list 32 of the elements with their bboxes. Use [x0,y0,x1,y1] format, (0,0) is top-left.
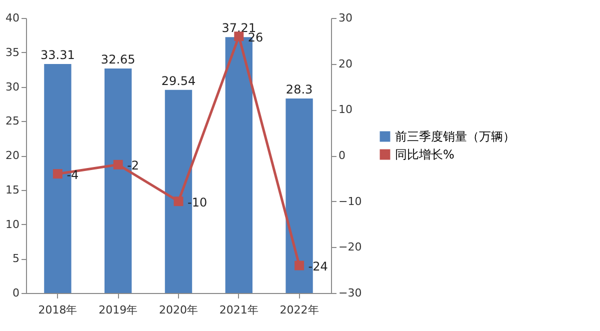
legend-label: 同比增长% [395,148,454,162]
data-label: 29.54 [161,74,196,88]
y2-tick-label: −30 [338,286,362,300]
y-tick-label: 35 [6,46,20,59]
y-tick-label: 30 [6,80,20,94]
point [294,260,304,270]
x-tick-label: 2021年 [219,304,258,316]
y2-tick-label: −20 [338,240,362,254]
x-tick-label: 2019年 [98,304,138,316]
y-tick-label: 40 [6,12,20,24]
y-tick-label: 0 [12,286,20,300]
point [52,169,62,179]
y-tick-label: 20 [6,149,20,162]
x-tick-label: 2022年 [280,304,319,316]
legend-label: 前三季度销量（万辆） [395,130,515,144]
data-label: 33.31 [40,48,75,62]
y-tick-label: 15 [6,183,20,196]
y-tick-label: 25 [6,114,20,128]
x-tick-label: 2018年 [38,304,78,316]
point [113,160,123,170]
data-label: 32.65 [100,52,136,67]
y2-tick-label: 0 [338,149,346,162]
y2-tick-label: −10 [338,194,362,208]
y-tick-label: 5 [12,252,20,266]
x-tick-label: 2020年 [159,304,198,316]
y2-tick-label: 20 [338,57,352,70]
y-tick-label: 10 [6,218,20,231]
point [174,196,184,206]
data-label: 28.3 [286,82,313,96]
point [234,32,244,42]
y2-tick-label: 10 [338,103,352,116]
y2-tick-label: 30 [338,12,352,24]
